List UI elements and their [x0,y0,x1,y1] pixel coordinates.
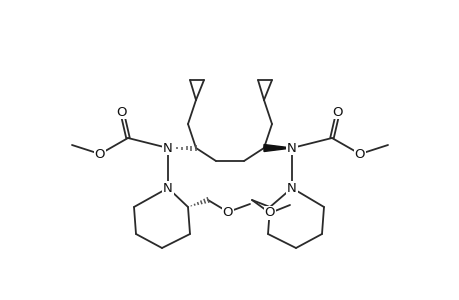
Polygon shape [263,145,291,152]
Text: O: O [332,106,342,118]
Text: N: N [286,142,296,154]
Text: N: N [163,182,173,194]
Text: O: O [222,206,233,218]
Text: O: O [95,148,105,160]
Text: N: N [286,182,296,194]
Text: O: O [264,206,274,220]
Text: O: O [117,106,127,118]
Text: O: O [354,148,364,160]
Text: N: N [163,142,173,154]
